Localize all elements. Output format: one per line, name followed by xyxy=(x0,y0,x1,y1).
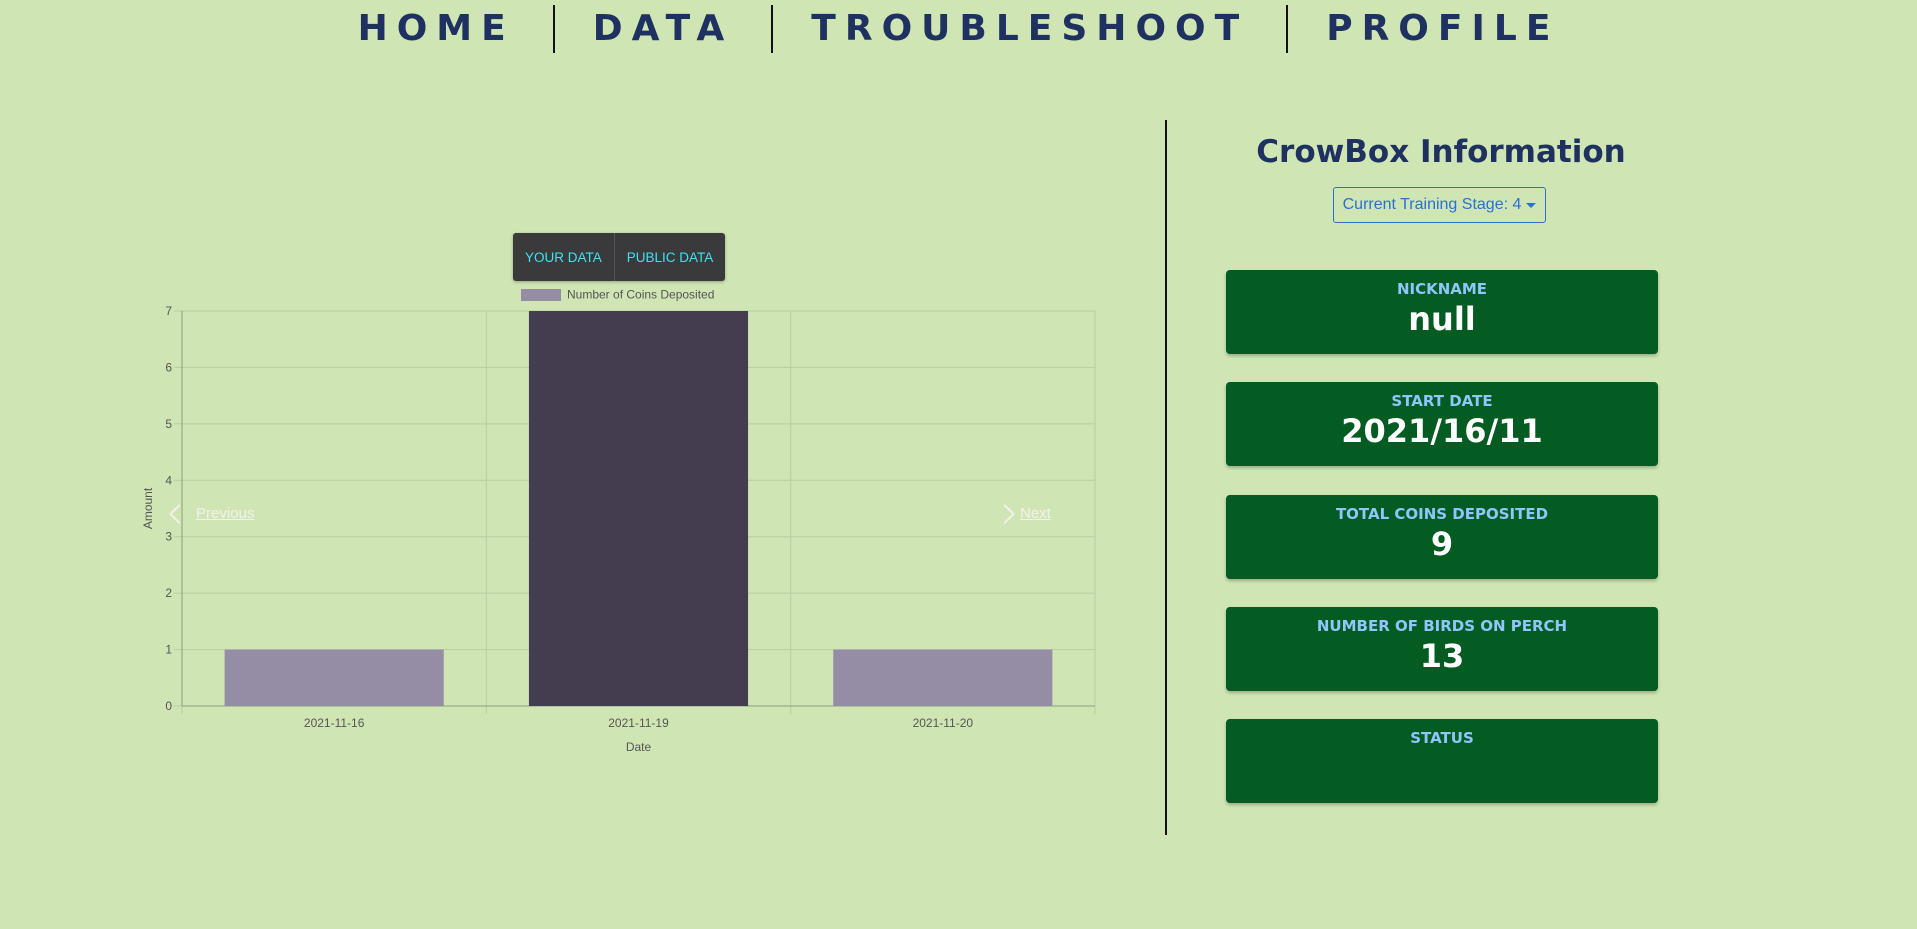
info-title: CrowBox Information xyxy=(1256,134,1626,170)
y-tick-label: 1 xyxy=(165,643,172,657)
card-label: NUMBER OF BIRDS ON PERCH xyxy=(1316,617,1568,635)
next-button[interactable]: Next xyxy=(995,503,1051,524)
chevron-right-icon xyxy=(995,503,1015,524)
y-tick-label: 0 xyxy=(165,699,172,713)
nav-home[interactable]: HOME xyxy=(357,8,515,49)
card-label: NICKNAME xyxy=(1396,280,1488,298)
legend-label: Number of Coins Deposited xyxy=(567,288,714,302)
top-nav: HOME DATA TROUBLESHOOT PROFILE xyxy=(0,0,1917,58)
y-tick-label: 3 xyxy=(165,530,172,544)
public-data-button[interactable]: PUBLIC DATA xyxy=(613,233,726,281)
caret-down-icon xyxy=(1526,202,1537,208)
card-label: TOTAL COINS DEPOSITED xyxy=(1335,505,1549,523)
card-value: 9 xyxy=(1430,525,1454,563)
x-tick-label: 2021-11-20 xyxy=(913,716,974,730)
card-value: 2021/16/11 xyxy=(1341,412,1543,450)
nav-troubleshoot[interactable]: TROUBLESHOOT xyxy=(811,8,1249,49)
card-value: 13 xyxy=(1419,637,1465,675)
bar xyxy=(528,311,749,706)
card-label: STATUS xyxy=(1410,729,1474,747)
data-toggle-group: YOUR DATA PUBLIC DATA xyxy=(513,233,726,281)
y-tick-label: 5 xyxy=(165,417,172,431)
card-value: null xyxy=(1408,300,1476,338)
nav-profile[interactable]: PROFILE xyxy=(1326,8,1560,49)
x-tick-label: 2021-11-19 xyxy=(608,716,669,730)
total-coins-card: TOTAL COINS DEPOSITED 9 xyxy=(1226,495,1658,579)
birds-on-perch-card: NUMBER OF BIRDS ON PERCH 13 xyxy=(1226,607,1658,691)
previous-button[interactable]: Previous xyxy=(169,503,255,524)
training-stage-dropdown[interactable]: Current Training Stage: 4 xyxy=(1333,187,1546,223)
nav-data[interactable]: DATA xyxy=(592,8,734,49)
y-tick-label: 2 xyxy=(165,586,172,600)
x-axis-title: Date xyxy=(626,740,652,754)
status-card: STATUS xyxy=(1226,719,1658,803)
legend-swatch xyxy=(521,289,561,301)
nav-separator xyxy=(552,5,555,53)
card-label: START DATE xyxy=(1391,392,1493,410)
training-stage-label: Current Training Stage: 4 xyxy=(1342,196,1522,213)
nav-separator xyxy=(771,5,774,53)
previous-label: Previous xyxy=(196,505,255,522)
y-axis-title: Amount xyxy=(141,487,155,529)
nav-separator xyxy=(1286,5,1289,53)
your-data-button[interactable]: YOUR DATA xyxy=(525,249,602,265)
next-label: Next xyxy=(1020,505,1051,522)
y-tick-label: 4 xyxy=(165,473,172,487)
bar xyxy=(224,649,444,706)
nickname-card: NICKNAME null xyxy=(1226,270,1658,354)
y-tick-label: 6 xyxy=(165,360,172,374)
y-tick-label: 7 xyxy=(165,304,172,318)
bar xyxy=(833,649,1053,706)
chevron-left-icon xyxy=(169,503,189,524)
panel-divider xyxy=(1165,120,1167,835)
start-date-card: START DATE 2021/16/11 xyxy=(1226,382,1658,466)
coins-bar-chart: 0 1 2 3 4 5 6 7 2021-11-16 2021-11-19 2021-11-20 Da… xyxy=(141,288,1096,754)
x-tick-label: 2021-11-16 xyxy=(304,716,365,730)
